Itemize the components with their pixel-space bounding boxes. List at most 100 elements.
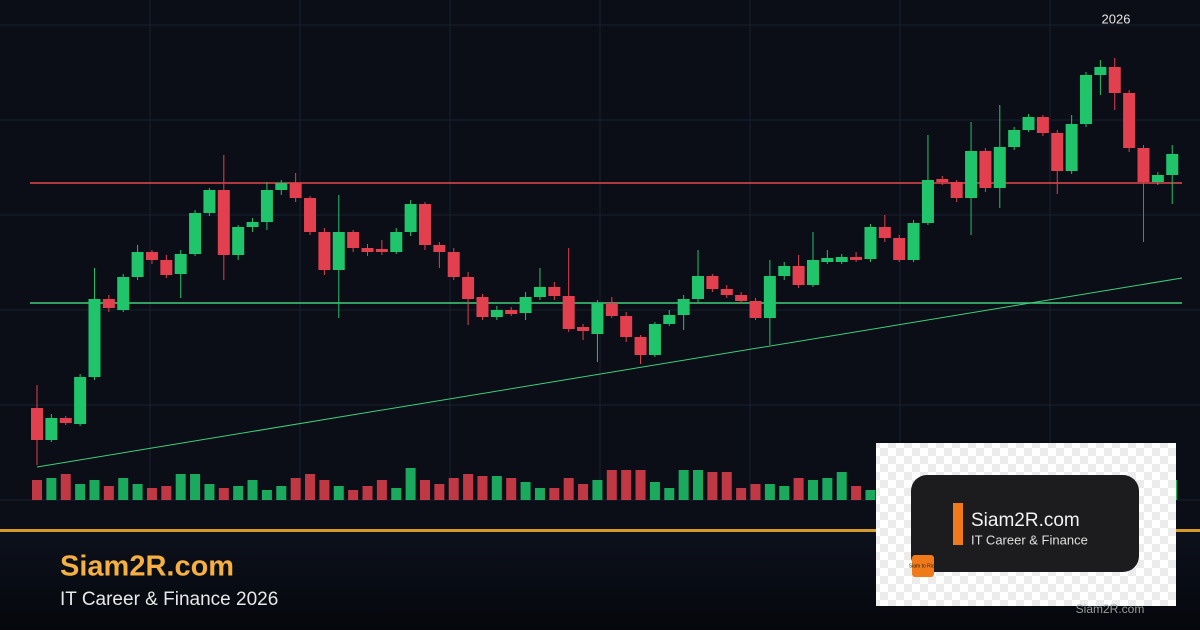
candle-body <box>921 180 934 223</box>
logo-card: Siam2R.com IT Career & Finance Siam to R… <box>876 443 1176 606</box>
volume-bar <box>606 470 617 500</box>
candle-body <box>88 299 101 377</box>
volume-bar <box>60 474 71 500</box>
volume-bar <box>247 480 258 500</box>
volume-bar <box>707 472 718 500</box>
candle-body <box>792 266 805 285</box>
volume-bar <box>276 486 287 500</box>
volume-bar <box>146 488 157 500</box>
candle-body <box>706 276 719 289</box>
candle-body <box>347 232 360 248</box>
candle-body <box>246 222 259 227</box>
candle-body <box>692 276 705 299</box>
candle-body <box>806 260 819 285</box>
candle-body <box>318 232 331 270</box>
volume-bar <box>434 484 445 500</box>
candle-body <box>1166 154 1179 175</box>
volume-bar <box>419 480 430 500</box>
candle-body <box>950 182 963 198</box>
candle-body <box>174 254 187 274</box>
candle-body <box>1123 93 1136 148</box>
candle-body <box>462 277 475 299</box>
card-subtitle: IT Career & Finance <box>971 532 1088 547</box>
period-label: 2026 <box>1102 11 1131 26</box>
volume-bar <box>89 480 100 500</box>
volume-bar <box>218 488 229 500</box>
volume-bar <box>520 482 531 500</box>
volume-bar <box>635 470 646 500</box>
candle-body <box>189 213 202 254</box>
candle-body <box>979 151 992 188</box>
candle-body <box>850 257 863 260</box>
volume-bar <box>721 472 732 500</box>
volume-bar <box>362 486 373 500</box>
candle-body <box>361 248 374 252</box>
candle-body <box>145 252 158 260</box>
volume-bar <box>132 484 143 500</box>
candle-body <box>735 295 748 301</box>
candle-body <box>59 418 72 423</box>
candle-body <box>778 266 791 276</box>
candle-body <box>1080 75 1093 124</box>
candle-body <box>375 249 388 252</box>
volume-bar <box>750 484 761 500</box>
volume-bar <box>348 490 359 500</box>
candle-body <box>505 310 518 314</box>
candle-body <box>620 316 633 337</box>
candle-body <box>519 297 532 313</box>
badge: Siam to Rich <box>909 563 938 569</box>
candle-body <box>131 252 144 277</box>
card-title: Siam2R.com <box>971 510 1080 531</box>
volume-bar <box>75 484 86 500</box>
candle-body <box>835 257 848 262</box>
candle-body <box>720 289 733 295</box>
candle-body <box>476 297 489 317</box>
candle-body <box>433 245 446 252</box>
volume-bar <box>46 478 57 500</box>
candle-body <box>763 276 776 318</box>
candle-body <box>260 190 273 222</box>
volume-bar <box>391 488 402 500</box>
volume-bar <box>190 474 201 500</box>
volume-bar <box>779 486 790 500</box>
volume-bar <box>563 478 574 500</box>
candle-body <box>533 287 546 297</box>
candle-body <box>821 258 834 262</box>
volume-bar <box>261 490 272 500</box>
volume-bar <box>233 486 244 500</box>
volume-bar <box>477 476 488 500</box>
candle-body <box>217 190 230 255</box>
candle-body <box>447 252 460 277</box>
volume-bar <box>161 486 172 500</box>
volume-bar <box>491 476 502 500</box>
volume-bar <box>175 474 186 500</box>
candle-body <box>1094 67 1107 75</box>
volume-bar <box>793 478 804 500</box>
candle-body <box>965 151 978 198</box>
volume-bar <box>103 486 114 500</box>
volume-bar <box>822 478 833 500</box>
candle-body <box>304 198 317 232</box>
volume-bar <box>319 480 330 500</box>
volume-bar <box>204 484 215 500</box>
volume-bar <box>506 478 517 500</box>
volume-bar <box>649 482 660 500</box>
candle-body <box>275 183 288 190</box>
candle-body <box>1151 175 1164 182</box>
candle-body <box>390 232 403 252</box>
volume-bar <box>118 478 129 500</box>
candle-body <box>203 190 216 213</box>
divider <box>0 529 1200 532</box>
volume-bar <box>736 488 747 500</box>
candle-body <box>232 227 245 255</box>
volume-bar <box>693 470 704 500</box>
candle-body <box>648 324 661 355</box>
candle-body <box>677 299 690 315</box>
candle-body <box>332 232 345 270</box>
candle-body <box>1008 130 1021 147</box>
candle-body <box>634 337 647 355</box>
candle-body <box>1036 117 1049 133</box>
candle-body <box>1051 133 1064 171</box>
